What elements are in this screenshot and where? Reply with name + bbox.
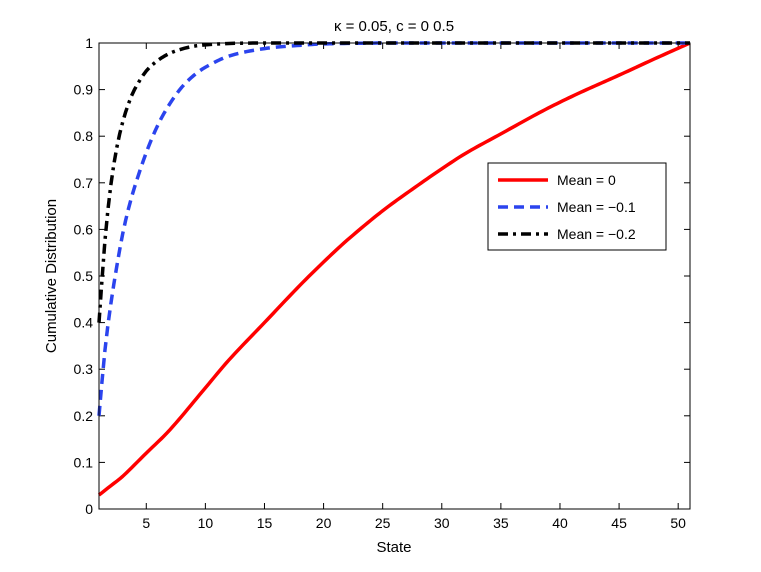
y-axis-title: Cumulative Distribution	[43, 199, 60, 353]
y-tick-label: 1	[85, 35, 93, 51]
y-tick-label: 0.6	[74, 221, 94, 237]
x-tick-label: 40	[552, 515, 568, 531]
legend-label-1: Mean = −0.1	[557, 199, 636, 215]
chart-title: κ = 0.05, c = 0 0.5	[334, 18, 454, 35]
x-tick-label: 10	[198, 515, 214, 531]
y-tick-label: 0.8	[74, 128, 94, 144]
x-tick-label: 35	[493, 515, 509, 531]
x-tick-label: 15	[257, 515, 273, 531]
x-tick-label: 45	[611, 515, 627, 531]
x-tick-label: 50	[670, 515, 686, 531]
y-tick-label: 0.1	[74, 454, 94, 470]
y-tick-label: 0.2	[74, 408, 94, 424]
series-line-0	[97, 41, 691, 497]
y-tick-label: 0.4	[74, 315, 94, 331]
axis-ticks: 5 10 15 20 25 30 35 40 45 50 0 0.1 0.2 0.3 0.4 0.5 0.6 0.…	[74, 35, 690, 531]
y-tick-label: 0.3	[74, 361, 94, 377]
x-tick-label: 5	[142, 515, 150, 531]
legend: Mean = 0 Mean = −0.1 Mean = −0.2	[487, 162, 667, 251]
legend-label-2: Mean = −0.2	[557, 226, 636, 242]
plot-frame	[98, 42, 691, 510]
y-tick-label: 0.5	[74, 268, 94, 284]
plot-background	[99, 43, 690, 509]
y-tick-label: 0.9	[74, 82, 94, 98]
x-tick-label: 20	[316, 515, 332, 531]
x-tick-label: 30	[434, 515, 450, 531]
y-tick-label: 0.7	[74, 175, 94, 191]
y-tick-label: 0	[85, 501, 93, 517]
x-tick-label: 25	[375, 515, 391, 531]
x-axis-title: State	[376, 539, 411, 556]
legend-label-0: Mean = 0	[557, 172, 616, 188]
